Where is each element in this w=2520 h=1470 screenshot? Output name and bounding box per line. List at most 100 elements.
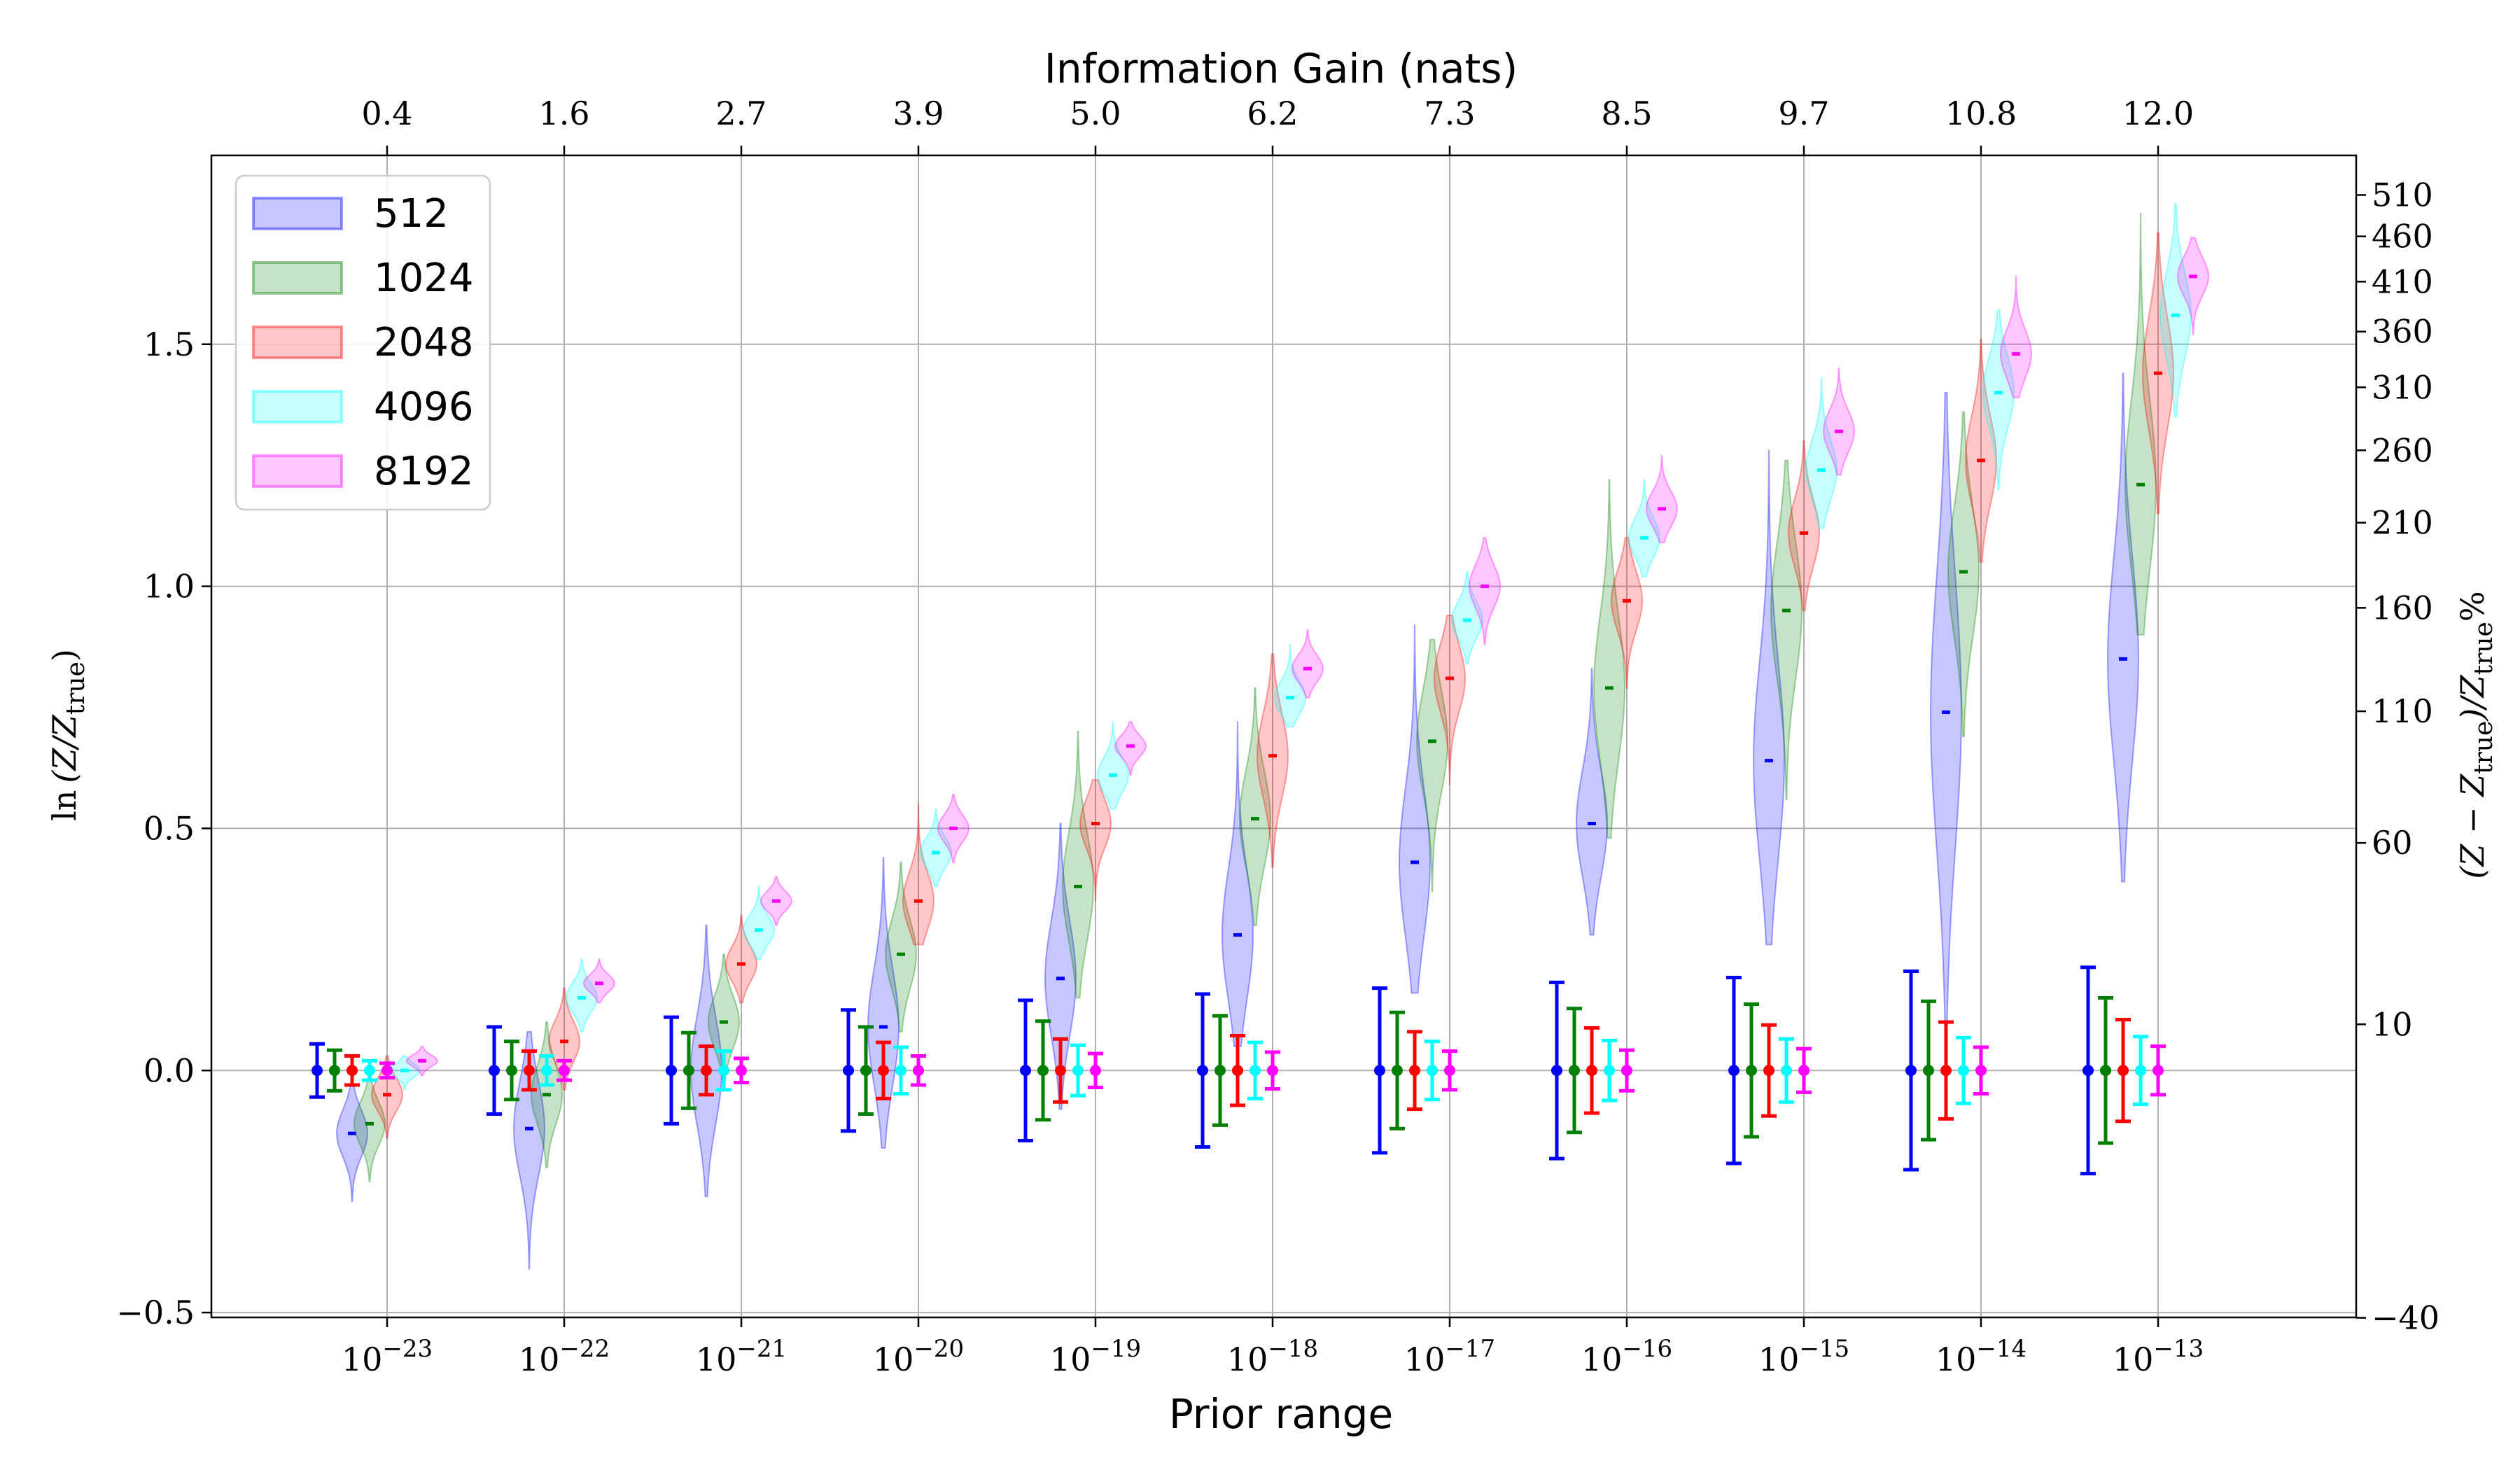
x-tick-base: 10 [1404,1340,1446,1378]
y-label-ln: ln [46,790,83,821]
mean-point-512 [489,1065,500,1077]
mean-point-2048 [701,1065,712,1077]
mean-point-1024 [506,1065,517,1077]
violin-8192 [1468,537,1502,645]
x-tick-label: 10−17 [1404,1335,1495,1378]
mean-point-2048 [346,1065,358,1077]
x-tick-base: 10 [1758,1340,1800,1378]
legend: 512 1024 2048 4096 8192 [234,174,491,511]
mean-point-8192 [1975,1065,1987,1077]
x-tick-label: 10−14 [1935,1335,2026,1378]
error-bars [309,965,2166,1176]
r-label-a: (Z − Z [2454,774,2491,879]
mean-point-512 [666,1065,677,1077]
legend-label: 1024 [374,255,474,301]
x-tick-base: 10 [873,1340,914,1378]
x-tick-label: 10−20 [873,1335,964,1378]
violin-1024 [1770,459,1803,800]
mean-point-4096 [541,1065,552,1077]
violin-4096 [1628,479,1661,578]
mean-point-2048 [1763,1065,1774,1077]
violin-2048 [1079,779,1112,902]
violin-512 [1752,449,1786,946]
right-tick-label: 210 [2372,504,2433,542]
violin-8192 [2176,237,2210,335]
violin-2048 [724,914,758,1004]
legend-box [234,174,491,511]
violin-2048 [902,803,935,946]
mean-point-512 [312,1065,323,1077]
mean-point-512 [1374,1065,1385,1077]
mean-point-4096 [718,1065,729,1077]
r-label-sub1: true [2470,721,2498,774]
x-tick-base: 10 [1581,1340,1623,1378]
mean-point-1024 [329,1065,340,1077]
mean-point-4096 [1604,1065,1615,1077]
violin-4096 [742,886,776,960]
x-tick-exponent: −23 [382,1335,433,1363]
right-tick-label: 160 [2372,589,2433,626]
violin-512 [1398,624,1432,994]
x-tick-exponent: −13 [2153,1335,2204,1363]
violin-2048 [1787,440,1821,612]
x-tick-base: 10 [519,1340,560,1378]
violin-2048 [1610,537,1644,689]
mean-point-2048 [878,1065,889,1077]
violin-4096 [1982,309,2015,491]
mean-point-8192 [2152,1065,2164,1077]
axis-ticks: −0.5 0.0 0.5 1.0 1.5 −40 10 60 110 160 210 260 310 36… [116,94,2440,1378]
top-tick-label: 3.9 [892,94,944,132]
mean-point-1024 [2100,1065,2111,1077]
violin-1024 [884,861,918,1032]
x-tick-label: 10−21 [696,1335,787,1378]
violin-4096 [2159,203,2192,418]
mean-point-2048 [1409,1065,1420,1077]
right-tick-label: 10 [2372,1005,2413,1043]
y-label-close: ) [46,649,83,662]
mean-point-8192 [559,1065,570,1077]
violin-512 [2106,372,2140,883]
legend-swatch-512 [252,197,343,230]
violin-8192 [1114,721,1147,776]
x-tick-base: 10 [696,1340,737,1378]
x-tick-exponent: −14 [1976,1335,2026,1363]
x-tick-exponent: −17 [1445,1335,1495,1363]
violin-8192 [1645,454,1679,544]
top-tick-label: 5.0 [1070,94,1121,132]
mean-point-4096 [1958,1065,1969,1077]
top-tick-label: 7.3 [1424,94,1475,132]
violin-4096 [919,808,953,888]
violin-8192 [1999,275,2033,398]
mean-point-1024 [1569,1065,1580,1077]
mean-point-2048 [1586,1065,1597,1077]
right-tick-label: 460 [2372,218,2433,255]
legend-swatch-1024 [252,261,343,295]
y-tick-label: 1.0 [144,568,195,606]
mean-point-512 [1728,1065,1740,1077]
grid-lines [211,155,2356,1317]
legend-label: 2048 [374,320,474,365]
legend-label: 512 [374,191,449,237]
x-tick-label: 10−23 [342,1335,433,1378]
mean-point-2048 [524,1065,535,1077]
y-tick-label: 1.5 [144,326,195,363]
right-tick-label: −40 [2372,1299,2440,1337]
violin-4096 [1096,721,1130,810]
y-tick-label: −0.5 [116,1294,195,1331]
violin-512 [1929,391,1963,1072]
mean-point-4096 [364,1065,375,1077]
y-label-sub: true [62,662,90,715]
mean-point-512 [1551,1065,1562,1077]
violin-512 [1575,668,1609,936]
mean-point-1024 [1392,1065,1403,1077]
top-tick-label: 12.0 [2122,94,2194,132]
right-tick-label: 260 [2372,431,2433,469]
legend-swatch-2048 [252,326,343,359]
mean-point-8192 [913,1065,924,1077]
mean-point-4096 [1250,1065,1261,1077]
x-tick-exponent: −15 [1799,1335,1849,1363]
violin-4096 [1805,377,1838,529]
top-tick-label: 2.7 [715,94,766,132]
violin-1024 [1061,731,1095,999]
right-tick-label: 510 [2372,176,2433,214]
